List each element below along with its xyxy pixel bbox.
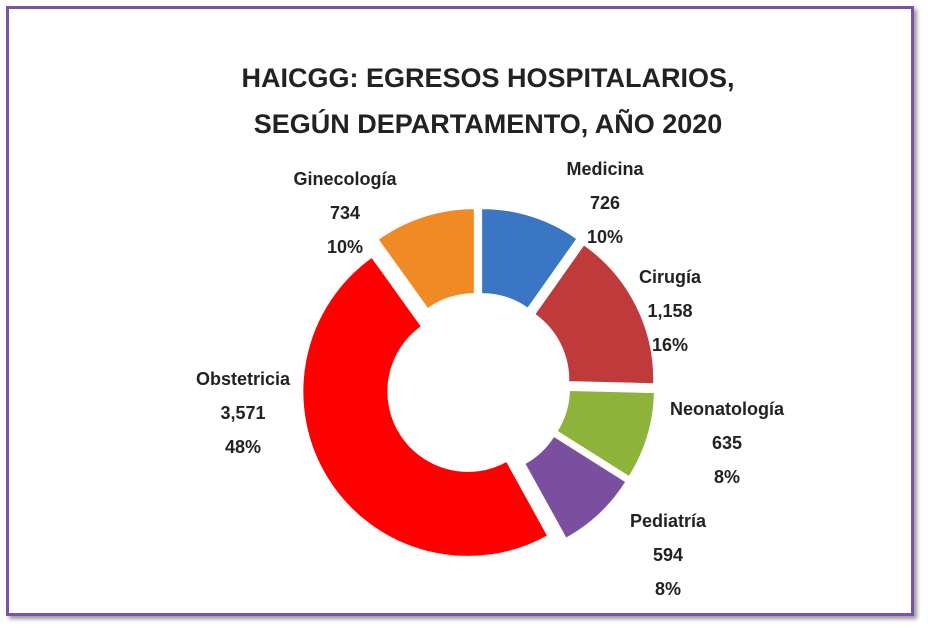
slice-percent: 8% (714, 467, 740, 487)
slice-category: Pediatría (630, 511, 707, 531)
donut-slice (302, 256, 549, 557)
slice-category: Obstetricia (196, 369, 291, 389)
slice-percent: 10% (587, 227, 623, 247)
slice-category: Cirugía (639, 267, 702, 287)
slice-value: 734 (330, 203, 360, 223)
slice-value: 594 (653, 545, 683, 565)
donut-slice (556, 389, 655, 478)
donut-slice (524, 435, 627, 539)
donut-slice (534, 244, 655, 385)
slice-category: Medicina (566, 159, 644, 179)
slice-value: 635 (712, 433, 742, 453)
slice-category: Neonatología (670, 399, 785, 419)
slice-percent: 16% (652, 335, 688, 355)
donut-slice (481, 208, 578, 309)
frame-border (6, 6, 914, 616)
slice-percent: 48% (225, 437, 261, 457)
slice-percent: 10% (327, 237, 363, 257)
slice-value: 1,158 (647, 301, 692, 321)
slice-value: 3,571 (220, 403, 265, 423)
slice-percent: 8% (655, 579, 681, 599)
slice-category: Ginecología (293, 169, 397, 189)
chart-title: HAICGG: EGRESOS HOSPITALARIOS, SEGÚN DEP… (241, 63, 735, 139)
slice-value: 726 (590, 193, 620, 213)
donut-slice (377, 208, 475, 310)
